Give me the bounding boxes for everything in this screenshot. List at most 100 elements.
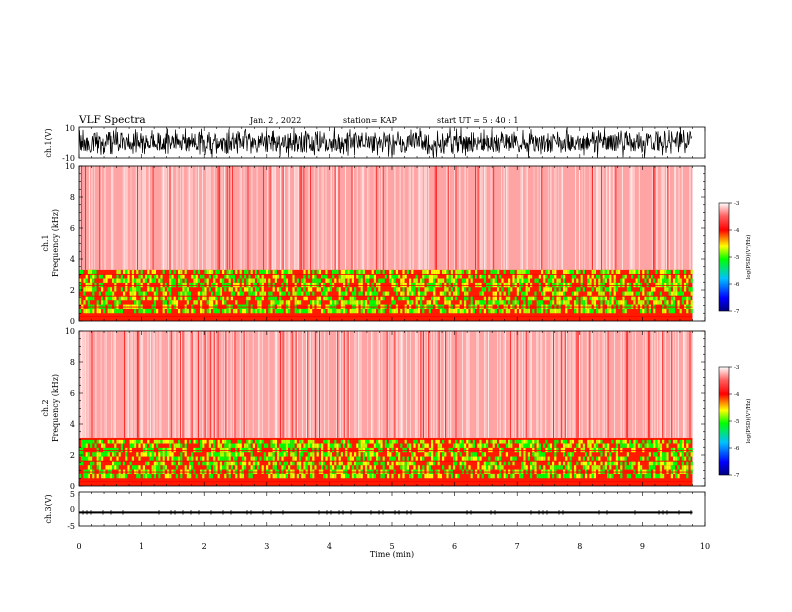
spectrogram-cell	[602, 269, 605, 275]
spectrogram-cell	[549, 287, 552, 292]
spectrogram-cell	[565, 456, 568, 461]
spectrogram-cell	[85, 287, 88, 292]
spectrogram-cell	[376, 269, 379, 275]
spectrogram-cell	[274, 460, 277, 466]
spectrogram-cell	[486, 443, 489, 448]
spectrogram-cell	[450, 473, 453, 479]
spectrogram-cell	[556, 465, 559, 470]
spectrogram-cell	[79, 473, 82, 479]
spectrogram-cell	[477, 443, 480, 448]
spectrogram-cell	[655, 460, 658, 466]
spectrogram-cell	[444, 308, 447, 314]
spectrogram-cell	[523, 269, 526, 275]
spectrogram-cell	[560, 439, 563, 444]
spectrogram-cell	[362, 456, 365, 461]
spectrogram-cell	[470, 278, 473, 283]
spectrogram-cell	[545, 269, 548, 275]
spectrogram-cell	[437, 473, 440, 479]
spectrogram-cell	[655, 456, 658, 461]
spectrogram-cell	[510, 456, 513, 461]
spectrogram-cell	[204, 439, 207, 444]
spectrogram-cell	[248, 274, 251, 279]
spectrogram-cell	[444, 295, 447, 301]
spectrogram-cell	[367, 460, 370, 466]
spectrogram-cell	[426, 300, 429, 305]
spectrogram-cell	[237, 291, 240, 296]
spectrogram-cell	[538, 287, 541, 292]
spectrogram-cell	[371, 269, 374, 275]
spectrogram-cell	[336, 287, 339, 292]
spectrogram-cell	[552, 473, 555, 479]
spectrogram-cell	[345, 452, 348, 457]
spectrogram-cell	[446, 287, 449, 292]
spectrogram-cell	[369, 274, 372, 279]
spectrogram-cell	[164, 300, 167, 305]
spectrogram-cell	[246, 278, 249, 283]
spectrogram-cell	[633, 295, 636, 301]
spectrogram-cell	[127, 465, 130, 470]
spectrogram-cell	[613, 274, 616, 279]
colorbar-tick-label: -4	[734, 228, 740, 234]
spectrogram-cell	[420, 291, 423, 296]
spectrogram-cell	[398, 452, 401, 457]
spectrogram-cell	[446, 269, 449, 275]
spectrogram-cell	[646, 274, 649, 279]
spectrogram-cell	[149, 443, 152, 448]
spectrogram-cell	[173, 269, 176, 275]
spectrogram-cell	[294, 308, 297, 314]
spectrogram-cell	[120, 278, 123, 283]
spectrogram-cell	[224, 308, 227, 314]
spectrogram-cell	[112, 291, 115, 296]
spectrogram-cell	[327, 287, 330, 292]
spectrogram-cell	[360, 269, 363, 275]
spectrogram-cell	[477, 460, 480, 466]
spectrogram-cell	[585, 300, 588, 305]
spectrogram-cell	[582, 269, 585, 275]
spectrogram-cell	[677, 300, 680, 305]
spectrogram-cell	[329, 295, 332, 301]
spectrogram-cell	[549, 278, 552, 283]
spectrogram-cell	[105, 295, 108, 301]
spectrogram-cell	[642, 439, 645, 444]
spectrogram-cell	[389, 274, 392, 279]
spectrogram-cell	[428, 452, 431, 457]
spectrogram-cell	[587, 291, 590, 296]
spectrogram-cell	[503, 291, 506, 296]
spectrogram-cell	[239, 291, 242, 296]
spectrogram-cell	[475, 452, 478, 457]
spectrogram-cell	[109, 473, 112, 479]
spectrogram-cell	[226, 443, 229, 448]
spectrogram-cell	[151, 443, 154, 448]
spectrogram-cell	[312, 300, 315, 305]
spectrogram-cell	[604, 308, 607, 314]
spectrogram-cell	[435, 300, 438, 305]
spectrogram-cell	[453, 465, 456, 470]
spectrogram-cell	[318, 460, 321, 466]
spectrogram-cell	[556, 473, 559, 479]
spectrogram-cell	[431, 452, 434, 457]
spectrogram-cell	[259, 456, 262, 461]
spectrogram-cell	[609, 308, 612, 314]
spectrogram-cell	[125, 452, 128, 457]
spectrogram-cell	[83, 308, 86, 314]
spectrogram-cell	[466, 291, 469, 296]
spectrogram-cell	[358, 278, 361, 283]
spectrogram-cell	[92, 291, 95, 296]
spectrogram-cell	[613, 287, 616, 292]
spectrogram-cell	[90, 278, 93, 283]
spectrogram-cell	[622, 443, 625, 448]
spectrogram-cell	[202, 295, 205, 301]
spectrogram-cell	[433, 274, 436, 279]
spectrogram-cell	[633, 443, 636, 448]
spectrogram-cell	[450, 452, 453, 457]
spectrogram-cell	[552, 295, 555, 301]
spectrogram-cell	[402, 278, 405, 283]
spectrogram-cell	[307, 269, 310, 275]
spectrogram-cell	[670, 465, 673, 470]
spectrogram-cell	[156, 291, 159, 296]
spectrogram-cell	[318, 300, 321, 305]
spectrogram-cell	[365, 452, 368, 457]
spectrogram-cell	[202, 308, 205, 314]
spectrogram-cell	[208, 295, 211, 301]
spectrogram-cell	[431, 443, 434, 448]
